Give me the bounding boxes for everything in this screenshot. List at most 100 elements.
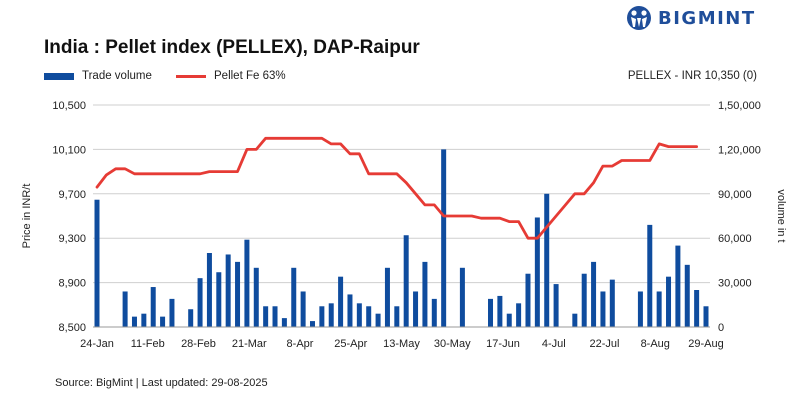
x-tick-label: 30-May bbox=[434, 338, 471, 350]
volume-bar bbox=[488, 298, 494, 327]
volume-bar bbox=[244, 239, 250, 327]
volume-bar bbox=[497, 295, 503, 327]
volume-bar bbox=[413, 291, 419, 327]
x-tick-label: 21-Mar bbox=[232, 338, 267, 350]
volume-bar bbox=[366, 306, 372, 327]
bigmint-logo-icon bbox=[627, 6, 651, 30]
volume-bar bbox=[225, 254, 231, 327]
x-tick-label: 22-Jul bbox=[590, 338, 620, 350]
y2-tick-label: 30,000 bbox=[718, 278, 752, 290]
y2-tick-label: 1,50,000 bbox=[718, 100, 761, 112]
volume-bar bbox=[150, 287, 156, 327]
x-tick-label: 25-Apr bbox=[334, 338, 367, 350]
volume-bar bbox=[375, 313, 381, 327]
y2-axis-label: volume in t bbox=[775, 189, 787, 242]
y-tick-label: 10,500 bbox=[52, 100, 86, 112]
index-note: PELLEX - INR 10,350 (0) bbox=[627, 70, 757, 82]
volume-bar bbox=[338, 276, 344, 327]
volume-bar bbox=[459, 267, 465, 327]
gridlines bbox=[93, 104, 710, 284]
y-tick-label: 8,500 bbox=[58, 322, 86, 334]
volume-bar bbox=[572, 313, 578, 327]
legend-item-pellet-fe: Pellet Fe 63% bbox=[176, 70, 286, 82]
volume-bar bbox=[534, 217, 540, 327]
volume-bar bbox=[637, 291, 643, 327]
volume-bar bbox=[300, 291, 306, 327]
volume-bar bbox=[403, 235, 409, 327]
volume-bar bbox=[169, 298, 175, 327]
volume-bar bbox=[309, 321, 315, 327]
volume-bar bbox=[684, 264, 690, 327]
volume-bar bbox=[581, 273, 587, 327]
volume-bar bbox=[441, 149, 447, 327]
legend-line-swatch bbox=[176, 74, 206, 78]
x-tick-label: 8-Aug bbox=[641, 338, 670, 350]
y-tick-label: 10,100 bbox=[52, 144, 86, 156]
volume-bar bbox=[319, 306, 325, 327]
volume-bar bbox=[553, 284, 559, 327]
y2-tick-label: 0 bbox=[718, 322, 724, 334]
volume-bar bbox=[666, 276, 672, 327]
volume-bar bbox=[609, 279, 615, 327]
legend-bar-swatch bbox=[44, 72, 74, 80]
volume-bar bbox=[197, 278, 203, 327]
volume-bar bbox=[263, 306, 269, 327]
volume-bar bbox=[328, 303, 334, 327]
legend-label-trade-volume: Trade volume bbox=[82, 70, 152, 82]
volume-bar bbox=[591, 261, 597, 327]
volume-bar bbox=[141, 313, 147, 327]
y-tick-label: 9,300 bbox=[58, 233, 86, 245]
volume-bar bbox=[525, 273, 531, 327]
volume-bar bbox=[281, 318, 287, 327]
volume-bar bbox=[394, 306, 400, 327]
volume-bar bbox=[422, 261, 428, 327]
source-note: Source: BigMint | Last updated: 29-08-20… bbox=[55, 377, 268, 389]
volume-bar bbox=[703, 306, 709, 327]
volume-bar bbox=[675, 245, 681, 327]
volume-bar bbox=[694, 290, 700, 327]
volume-bar bbox=[544, 193, 550, 327]
x-tick-label: 4-Jul bbox=[542, 338, 566, 350]
volume-bar bbox=[656, 291, 662, 327]
volume-bar bbox=[431, 298, 437, 327]
x-tick-label: 29-Aug bbox=[688, 338, 723, 350]
volume-bars bbox=[94, 149, 709, 327]
volume-bar bbox=[131, 316, 137, 327]
price-line-group bbox=[95, 136, 698, 240]
brand-name: BIGMINT bbox=[658, 7, 756, 29]
price-line bbox=[95, 136, 698, 240]
axes: 8,500 0 8,900 30,000 9,300 60,000 9,700 90,000 1… bbox=[52, 100, 760, 350]
volume-bar bbox=[647, 224, 653, 327]
volume-bar bbox=[122, 291, 128, 327]
x-tick-label: 11-Feb bbox=[131, 338, 165, 350]
x-tick-label: 8-Apr bbox=[287, 338, 314, 350]
y-tick-label: 9,700 bbox=[58, 189, 86, 201]
y-axis-label: Price in INR/t bbox=[21, 184, 33, 249]
y-tick-label: 8,900 bbox=[58, 278, 86, 290]
volume-bar bbox=[160, 316, 166, 327]
volume-bar bbox=[206, 253, 212, 327]
volume-bar bbox=[272, 306, 278, 327]
legend-label-pellet-fe: Pellet Fe 63% bbox=[214, 70, 286, 82]
volume-bar bbox=[253, 267, 259, 327]
brand-logo: BIGMINT bbox=[626, 2, 756, 34]
volume-bar bbox=[291, 267, 297, 327]
x-tick-label: 13-May bbox=[383, 338, 420, 350]
volume-bar bbox=[94, 199, 100, 327]
y2-tick-label: 60,000 bbox=[718, 233, 752, 245]
x-tick-label: 28-Feb bbox=[181, 338, 216, 350]
y2-tick-label: 1,20,000 bbox=[718, 144, 761, 156]
volume-bar bbox=[347, 294, 353, 327]
volume-bar bbox=[600, 291, 606, 327]
legend-item-trade-volume: Trade volume bbox=[44, 70, 152, 82]
volume-bar bbox=[356, 303, 362, 327]
volume-bar bbox=[188, 309, 194, 327]
chart-title: India : Pellet index (PELLEX), DAP-Raipu… bbox=[44, 37, 420, 58]
x-tick-label: 24-Jan bbox=[80, 338, 114, 350]
volume-bar bbox=[216, 272, 222, 327]
volume-bar bbox=[384, 267, 390, 327]
y2-tick-label: 90,000 bbox=[718, 189, 752, 201]
volume-bar bbox=[235, 261, 241, 327]
volume-bar bbox=[506, 313, 512, 327]
